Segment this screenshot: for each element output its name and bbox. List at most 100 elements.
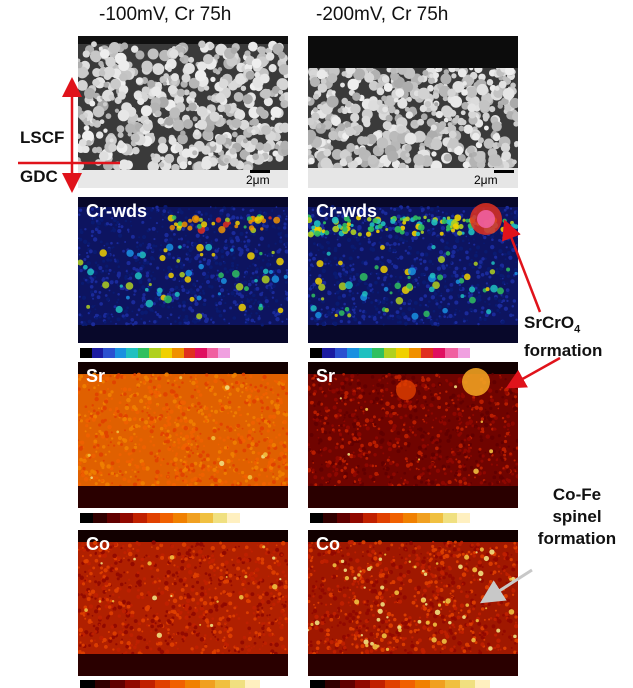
colorbar-swatch [322, 348, 335, 358]
colorbar-swatch [325, 680, 340, 688]
cr-map-left: Cr-wds [78, 197, 288, 343]
colorbar-swatch [185, 680, 200, 688]
colorbar-swatch [230, 680, 245, 688]
cofe-line2: spinel [552, 507, 602, 526]
colorbar-swatch [389, 513, 404, 523]
colorbar-swatch [336, 513, 350, 523]
colorbar-swatch [334, 348, 347, 358]
srcro4-annotation: SrCrO4 formation [524, 312, 602, 362]
colorbar-swatch [93, 513, 107, 523]
sem-substrate [308, 168, 518, 188]
colorbar-swatch [430, 680, 445, 688]
colorbar-swatch [460, 680, 475, 688]
co-colorbar-left [80, 680, 260, 688]
colorbar-swatch [420, 348, 434, 358]
cofe-line1: Co-Fe [552, 485, 602, 504]
colorbar-swatch [149, 348, 161, 358]
colorbar-swatch [103, 348, 115, 358]
colorbar-swatch [183, 348, 196, 358]
colorbar-swatch [359, 348, 372, 358]
colorbar-swatch [371, 348, 384, 358]
colorbar-swatch [155, 680, 170, 688]
colorbar-swatch [126, 348, 138, 358]
colorbar-swatch [457, 348, 471, 358]
colorbar-swatch [400, 680, 415, 688]
colorbar-swatch [186, 513, 200, 523]
colorbar-swatch [310, 513, 324, 523]
co-colorbar-right [310, 680, 490, 688]
sem-image-left: 2μm [78, 36, 288, 188]
scale-bar-right: 2μm [474, 173, 498, 187]
cr-map-label-left: Cr-wds [86, 201, 148, 221]
column-title-right: -200mV, Cr 75h [316, 4, 449, 25]
cr-map-right: Cr-wds [308, 197, 518, 343]
colorbar-swatch [114, 348, 127, 358]
scale-bar-line-right [494, 170, 514, 173]
colorbar-swatch [383, 348, 397, 358]
colorbar-swatch [416, 513, 430, 523]
colorbar-swatch [376, 513, 390, 523]
colorbar-swatch [133, 513, 147, 523]
cr-map-label-right: Cr-wds [316, 201, 378, 221]
colorbar-swatch [429, 513, 444, 523]
colorbar-swatch [110, 680, 125, 688]
colorbar-swatch [137, 348, 150, 358]
colorbar-swatch [340, 680, 355, 688]
colorbar-swatch [456, 513, 470, 523]
scale-bar-left: 2μm [246, 173, 270, 187]
colorbar-swatch [206, 348, 219, 358]
colorbar-swatch [385, 680, 400, 688]
colorbar-swatch [91, 348, 104, 358]
colorbar-swatch [445, 348, 458, 358]
sem-substrate [78, 170, 288, 188]
colorbar-swatch [200, 680, 215, 688]
column-title-left: -100mV, Cr 75h [99, 4, 232, 25]
sr-bottom [78, 486, 288, 508]
sr-map-label-left: Sr [86, 366, 106, 386]
sr-map-label-right: Sr [316, 366, 336, 386]
co-map-label-left: Co [86, 534, 110, 554]
colorbar-swatch [125, 680, 140, 688]
colorbar-swatch [370, 680, 385, 688]
sr-colorbar-right [310, 513, 470, 523]
colorbar-swatch [310, 348, 323, 358]
gdc-label: GDC [20, 167, 58, 186]
sr-bottom [308, 486, 518, 508]
colorbar-swatch [119, 513, 134, 523]
co-bottom [78, 654, 288, 676]
colorbar-swatch [159, 513, 174, 523]
colorbar-swatch [213, 513, 227, 523]
cr-colorbar-left [80, 348, 230, 358]
colorbar-swatch [415, 680, 430, 688]
sr-colorbar-left [80, 513, 240, 523]
colorbar-swatch [173, 513, 187, 523]
colorbar-swatch [443, 513, 457, 523]
colorbar-swatch [195, 348, 207, 358]
sr-map-right: Sr [308, 362, 518, 508]
colorbar-swatch [140, 680, 155, 688]
lscf-label: LSCF [20, 128, 65, 147]
co-bottom [308, 654, 518, 676]
colorbar-swatch [433, 348, 446, 358]
colorbar-swatch [403, 513, 417, 523]
co-map-right: Co [308, 530, 518, 676]
colorbar-swatch [310, 680, 325, 688]
colorbar-swatch [346, 348, 360, 358]
colorbar-swatch [170, 680, 185, 688]
colorbar-swatch [396, 348, 409, 358]
colorbar-swatch [95, 680, 110, 688]
colorbar-swatch [245, 680, 260, 688]
colorbar-swatch [475, 680, 490, 688]
srcro4-subscript: 4 [574, 323, 581, 336]
co-map-left: Co [78, 530, 288, 676]
colorbar-swatch [80, 348, 92, 358]
colorbar-swatch [363, 513, 377, 523]
colorbar-swatch [226, 513, 240, 523]
colorbar-swatch [172, 348, 184, 358]
srcro4-formula: SrCrO [524, 313, 575, 332]
sr-map-left: Sr [78, 362, 288, 508]
colorbar-swatch [355, 680, 370, 688]
sem-top-dark [308, 36, 518, 68]
scale-bar-line-left [250, 170, 270, 173]
colorbar-swatch [445, 680, 460, 688]
